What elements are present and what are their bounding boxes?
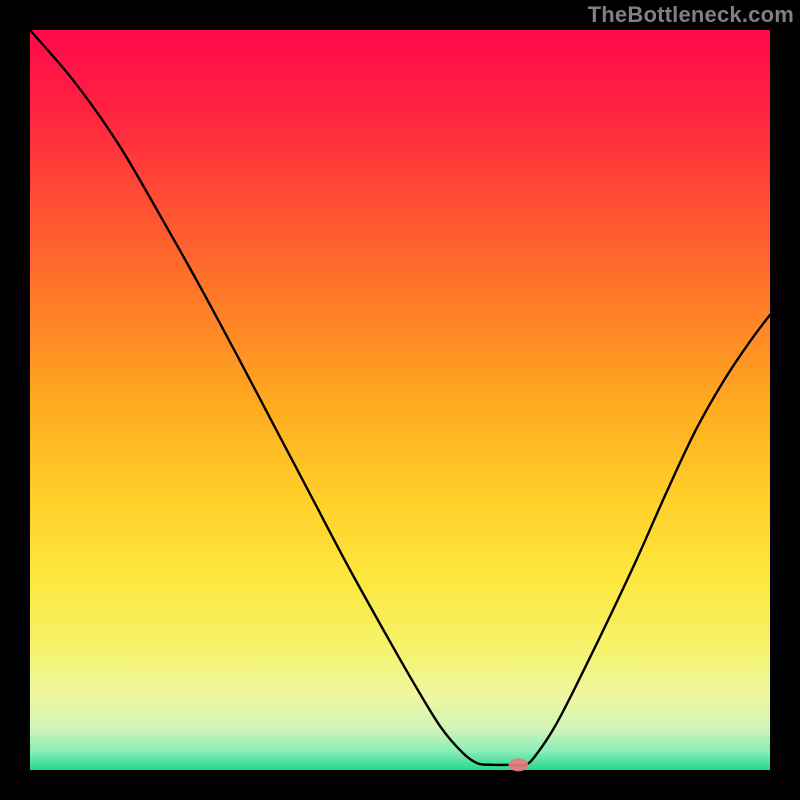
selection-marker [508,758,528,771]
chart-container: TheBottleneck.com [0,0,800,800]
bottleneck-chart [0,0,800,800]
